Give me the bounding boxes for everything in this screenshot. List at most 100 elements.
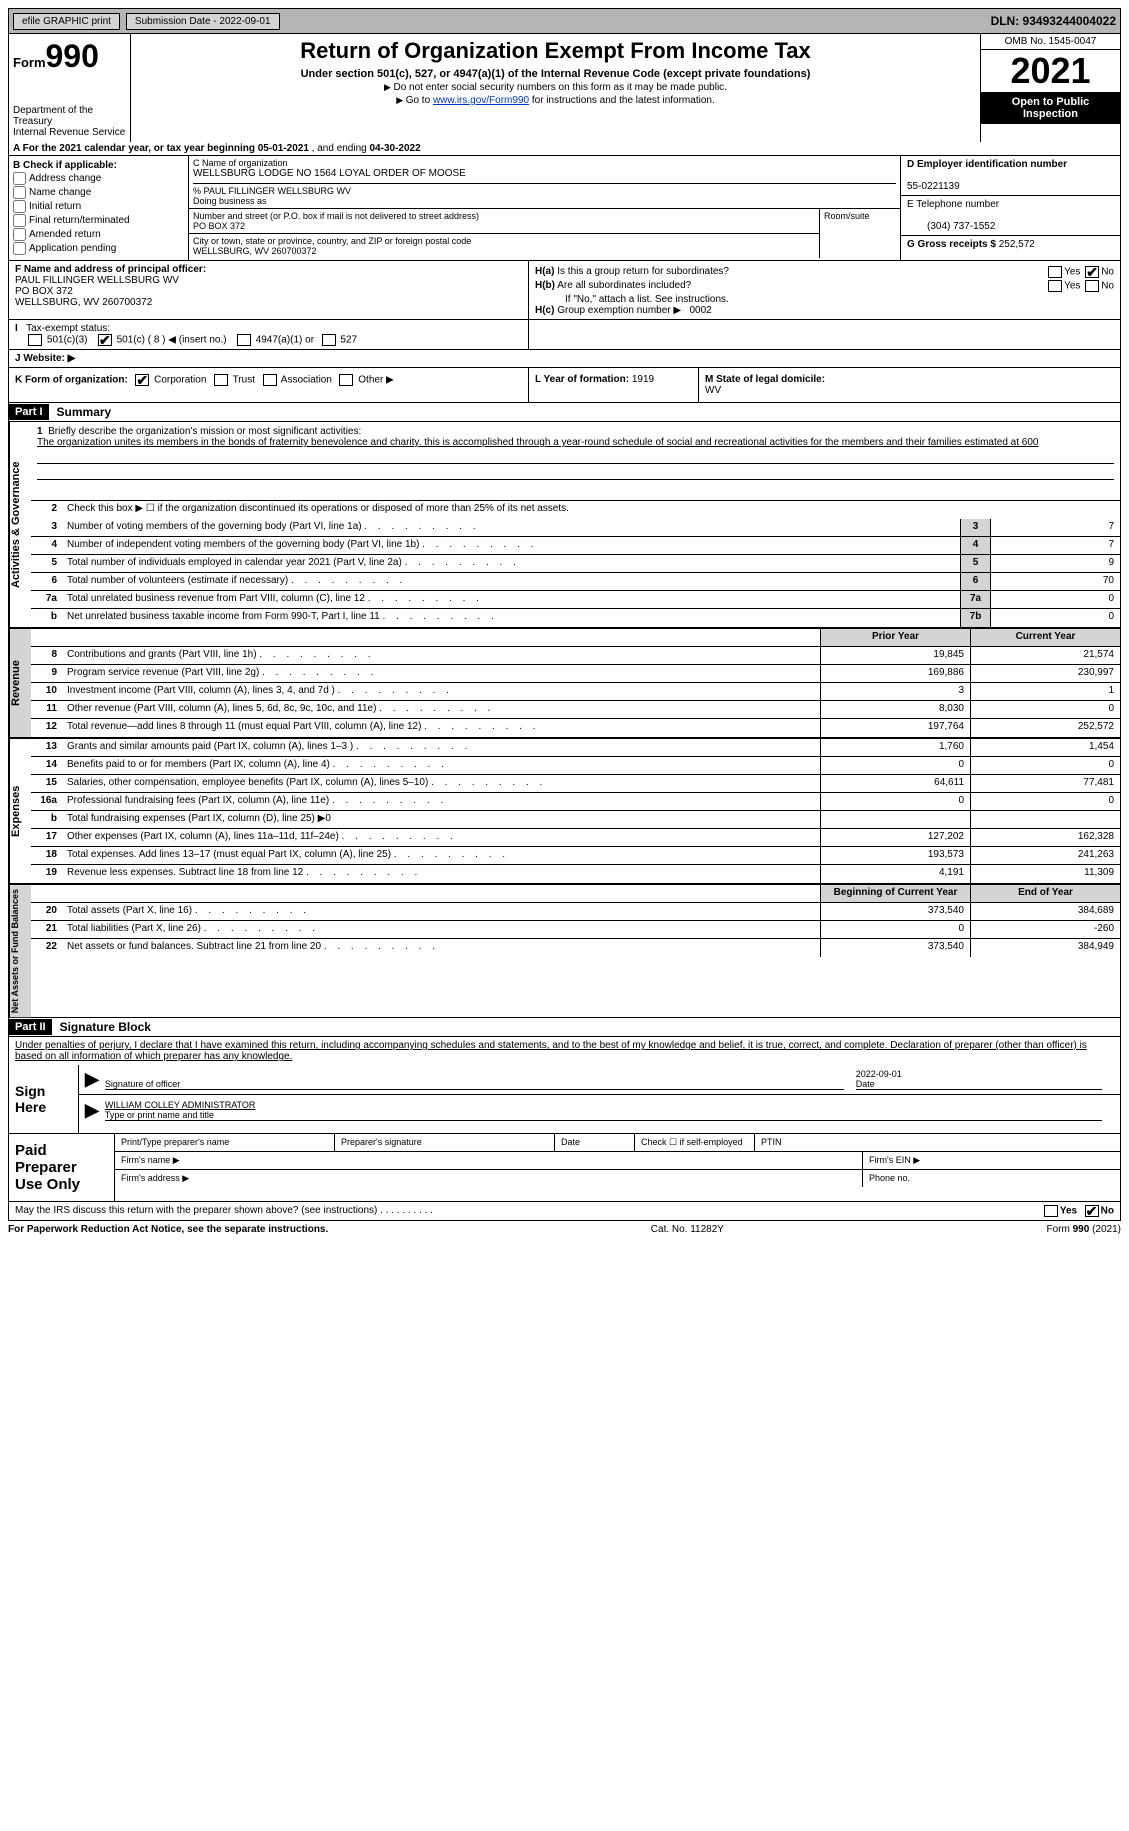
summary-line: 18 Total expenses. Add lines 13–17 (must…	[31, 847, 1120, 865]
summary-line: b Net unrelated business taxable income …	[31, 609, 1120, 627]
summary-line: 3 Number of voting members of the govern…	[31, 519, 1120, 537]
pp-ptin-label: PTIN	[755, 1134, 1120, 1151]
submission-date-button[interactable]: Submission Date - 2022-09-01	[126, 13, 280, 30]
discuss-no[interactable]	[1085, 1205, 1099, 1217]
chk-assoc[interactable]	[263, 374, 277, 386]
sign-here-label: Sign Here	[9, 1065, 79, 1133]
form-subtitle: Under section 501(c), 527, or 4947(a)(1)…	[135, 68, 976, 80]
firm-phone-label: Phone no.	[863, 1170, 1120, 1187]
colb-label: B Check if applicable:	[13, 160, 117, 171]
arrow-icon: ▶	[85, 1069, 99, 1090]
hb-no[interactable]	[1085, 280, 1099, 292]
arrow-icon: ▶	[85, 1100, 99, 1121]
rowa-begin: 05-01-2021	[258, 143, 309, 154]
m-value: WV	[705, 385, 721, 396]
summary-line: 19 Revenue less expenses. Subtract line …	[31, 865, 1120, 883]
ein-value: 55-0221139	[907, 181, 960, 192]
form-label: Form	[13, 55, 46, 70]
efile-print-button[interactable]: efile GRAPHIC print	[13, 13, 120, 30]
row-i-right	[529, 320, 1120, 349]
m-label: M State of legal domicile:	[705, 374, 825, 385]
chk-4947[interactable]	[237, 334, 251, 346]
paid-preparer-label: Paid Preparer Use Only	[9, 1134, 115, 1201]
col-d: D Employer identification number 55-0221…	[900, 156, 1120, 260]
summary-line: 10 Investment income (Part VIII, column …	[31, 683, 1120, 701]
firm-addr-label: Firm's address ▶	[115, 1170, 863, 1187]
q2-label: Check this box ▶ ☐ if the organization d…	[63, 501, 1120, 519]
gross-value: 252,572	[999, 239, 1035, 250]
summary-line: 13 Grants and similar amounts paid (Part…	[31, 739, 1120, 757]
chk-other[interactable]	[339, 374, 353, 386]
hb-yes[interactable]	[1048, 280, 1062, 292]
summary-line: 8 Contributions and grants (Part VIII, l…	[31, 647, 1120, 665]
rowa-end: 04-30-2022	[370, 143, 421, 154]
vtab-revenue: Revenue	[9, 629, 31, 737]
pp-name-label: Print/Type preparer's name	[115, 1134, 335, 1151]
chk-trust[interactable]	[214, 374, 228, 386]
summary-line: 16a Professional fundraising fees (Part …	[31, 793, 1120, 811]
chk-527[interactable]	[322, 334, 336, 346]
part1-title: Summary	[49, 403, 120, 421]
chk-amended-return[interactable]: Amended return	[13, 228, 184, 241]
row-j: J Website: ▶	[8, 350, 1121, 368]
f-addr2: WELLSBURG, WV 260700372	[15, 297, 152, 308]
topbar: efile GRAPHIC print Submission Date - 20…	[8, 8, 1121, 34]
summary-line: 6 Total number of volunteers (estimate i…	[31, 573, 1120, 591]
form-title: Return of Organization Exempt From Incom…	[135, 38, 976, 64]
ha-no[interactable]	[1085, 266, 1099, 278]
cy-hdr: Current Year	[970, 629, 1120, 646]
hb-note: If "No," attach a list. See instructions…	[535, 294, 1114, 305]
f-label: F Name and address of principal officer:	[15, 264, 206, 275]
sig-officer-label: Signature of officer	[105, 1079, 180, 1089]
chk-501c3[interactable]	[28, 334, 42, 346]
pp-check-label: Check ☐ if self-employed	[635, 1134, 755, 1151]
addr-label: Number and street (or P.O. box if mail i…	[193, 211, 815, 221]
chk-corp[interactable]	[135, 374, 149, 386]
chk-final-return[interactable]: Final return/terminated	[13, 214, 184, 227]
ha-yes[interactable]	[1048, 266, 1062, 278]
pp-sig-label: Preparer's signature	[335, 1134, 555, 1151]
header-left: Form990 Department of the Treasury Inter…	[9, 34, 131, 142]
l-label: L Year of formation:	[535, 374, 632, 385]
city-value: WELLSBURG, WV 260700372	[193, 246, 815, 256]
vtab-expenses: Expenses	[9, 739, 31, 883]
row-i-left: I Tax-exempt status: 501(c)(3) 501(c) ( …	[9, 320, 529, 349]
note2-post: for instructions and the latest informat…	[529, 95, 715, 106]
phone-label: E Telephone number	[907, 199, 999, 210]
chk-application-pending[interactable]: Application pending	[13, 242, 184, 255]
chk-name-change[interactable]: Name change	[13, 186, 184, 199]
irs-link[interactable]: www.irs.gov/Form990	[433, 95, 529, 106]
form-number: 990	[46, 38, 99, 74]
hb-label: Are all subordinates included?	[557, 280, 691, 291]
chk-address-change[interactable]: Address change	[13, 172, 184, 185]
summary-line: b Total fundraising expenses (Part IX, c…	[31, 811, 1120, 829]
header-right: OMB No. 1545-0047 2021 Open to Public In…	[980, 34, 1120, 142]
summary-line: 15 Salaries, other compensation, employe…	[31, 775, 1120, 793]
hc-label: Group exemption number ▶	[557, 305, 681, 316]
summary-line: 20 Total assets (Part X, line 16) . . . …	[31, 903, 1120, 921]
omb-label: OMB No. 1545-0047	[981, 34, 1120, 50]
officer-name: WILLIAM COLLEY ADMINISTRATOR	[105, 1100, 256, 1110]
row-k-mid: L Year of formation: 1919	[529, 368, 699, 402]
vtab-activities: Activities & Governance	[9, 422, 31, 627]
sig-date: 2022-09-01	[856, 1069, 902, 1079]
col-h: H(a) Is this a group return for subordin…	[529, 261, 1120, 319]
header-middle: Return of Organization Exempt From Incom…	[131, 34, 980, 142]
discuss-yes[interactable]	[1044, 1205, 1058, 1217]
part2-hdr: Part II	[9, 1019, 52, 1035]
ein-label: D Employer identification number	[907, 159, 1067, 170]
summary-line: 12 Total revenue—add lines 8 through 11 …	[31, 719, 1120, 737]
na-hdr2: End of Year	[970, 885, 1120, 902]
summary-line: 17 Other expenses (Part IX, column (A), …	[31, 829, 1120, 847]
k-label: K Form of organization:	[15, 375, 128, 386]
chk-501c[interactable]	[98, 334, 112, 346]
summary-line: 4 Number of independent voting members o…	[31, 537, 1120, 555]
q1-label: Briefly describe the organization's miss…	[48, 426, 361, 437]
open-inspection: Open to Public Inspection	[981, 92, 1120, 124]
col-b: B Check if applicable: Address change Na…	[9, 156, 189, 260]
gross-label: G Gross receipts $	[907, 239, 999, 250]
form-990-footer: 990	[1073, 1224, 1090, 1235]
note-ssn: Do not enter social security numbers on …	[135, 82, 976, 93]
declaration: Under penalties of perjury, I declare th…	[9, 1037, 1120, 1065]
chk-initial-return[interactable]: Initial return	[13, 200, 184, 213]
